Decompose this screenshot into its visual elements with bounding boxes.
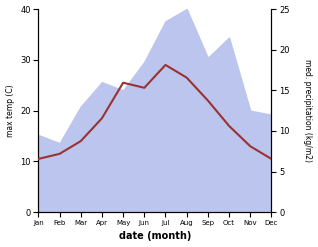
Y-axis label: max temp (C): max temp (C) xyxy=(5,84,15,137)
X-axis label: date (month): date (month) xyxy=(119,231,191,242)
Y-axis label: med. precipitation (kg/m2): med. precipitation (kg/m2) xyxy=(303,59,313,162)
